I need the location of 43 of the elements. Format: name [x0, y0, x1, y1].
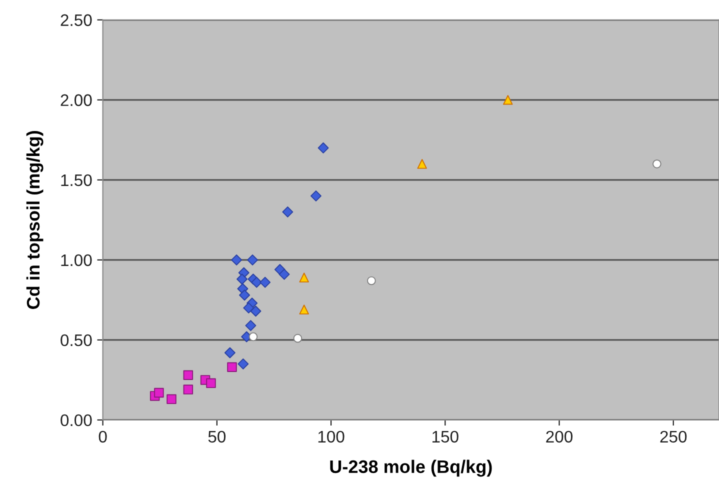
- point: [239, 290, 250, 301]
- point: [183, 370, 194, 380]
- point: [247, 254, 258, 266]
- point: [310, 190, 322, 202]
- y-tick-label: 2.50: [60, 14, 92, 26]
- x-axis-title: U-238 mole (Bq/kg): [330, 460, 492, 477]
- y-tick-label: 0.50: [60, 334, 92, 346]
- point: [231, 254, 242, 266]
- point: [417, 159, 427, 169]
- x-tick-label: 100: [318, 430, 344, 443]
- y-axis-title: Cd in topsoil (mg/kg): [26, 131, 44, 309]
- point: [293, 334, 302, 343]
- point: [278, 268, 290, 280]
- x-tick-label: 50: [208, 430, 226, 443]
- point: [245, 320, 256, 332]
- x-tick-label: 200: [546, 430, 572, 443]
- point: [166, 394, 176, 404]
- point: [238, 358, 249, 370]
- point: [243, 302, 254, 314]
- point: [299, 304, 309, 314]
- point: [206, 378, 216, 388]
- x-tick-label: 250: [660, 430, 687, 443]
- point: [227, 362, 237, 372]
- x-tick-label: 0: [98, 430, 107, 443]
- point: [318, 142, 329, 154]
- point: [367, 276, 376, 286]
- point: [248, 332, 258, 342]
- point: [652, 160, 662, 168]
- point: [183, 384, 194, 394]
- point: [282, 206, 294, 218]
- point: [250, 306, 262, 317]
- point: [224, 347, 236, 358]
- point: [154, 388, 164, 398]
- point: [260, 276, 271, 288]
- point: [236, 274, 248, 285]
- y-tick-label: 1.00: [61, 254, 92, 266]
- y-tick-label: 1.50: [61, 174, 92, 186]
- point: [299, 272, 309, 282]
- point: [503, 95, 513, 105]
- y-tick-label: 2.00: [60, 94, 92, 106]
- x-tick-label: 150: [432, 430, 458, 443]
- point: [251, 276, 262, 288]
- y-tick-label: 0.00: [60, 414, 92, 426]
